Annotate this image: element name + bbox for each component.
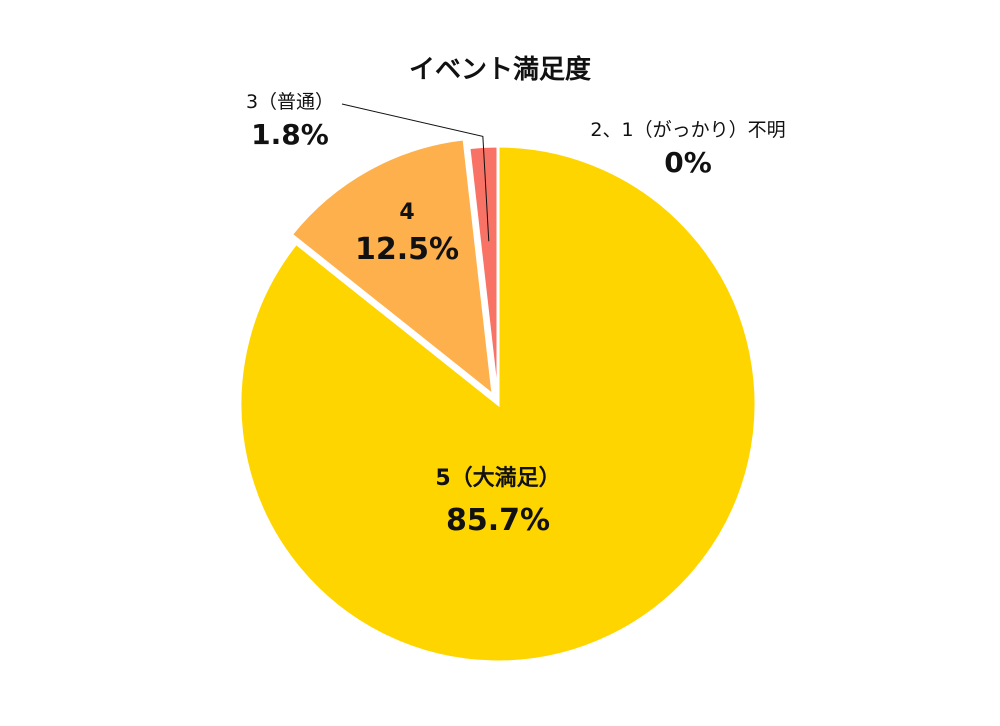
chart-title: イベント満足度 [409, 54, 591, 85]
slice-label-3: 3（普通） [246, 91, 334, 113]
slice-value-5: 85.7% [446, 503, 550, 538]
pie-slice-1 [289, 137, 496, 399]
slice-label-2-1-unknown: 2、1（がっかり）不明 [590, 119, 785, 141]
slice-value-3: 1.8% [251, 118, 329, 151]
pie-slices [238, 137, 758, 664]
slice-value-4: 12.5% [355, 232, 459, 267]
slice-label-4: 4 [399, 200, 414, 225]
pie-slice-0 [238, 144, 758, 664]
slice-labels: 5（大満足） 85.7% 4 12.5% 3（普通） 1.8% 2、1（がっかり… [246, 91, 786, 538]
slice-label-5: 5（大満足） [435, 465, 560, 491]
leader-line-3 [341, 103, 490, 242]
slice-value-2-1-unknown: 0% [664, 146, 712, 179]
leader-lines [341, 103, 490, 242]
